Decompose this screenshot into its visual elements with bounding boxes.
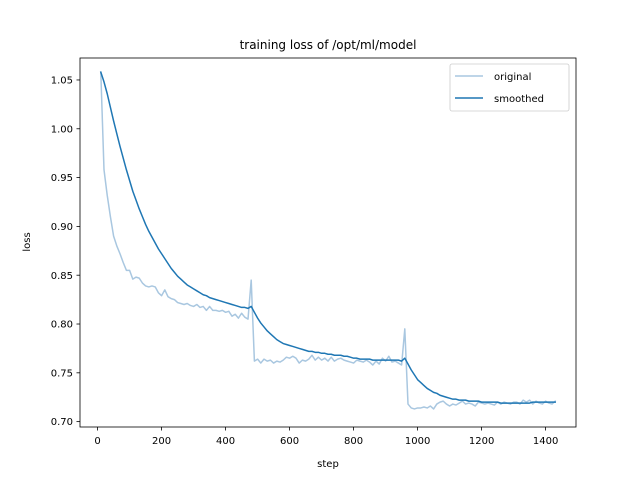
x-axis: 0 200 400 600 800 1000 1200 1400	[94, 427, 558, 447]
series-layer	[99, 71, 557, 410]
x-tick-label: 0	[94, 436, 100, 447]
x-tick-label: 1200	[469, 436, 494, 447]
plot-area	[79, 57, 577, 428]
y-tick-label: 0.80	[51, 320, 73, 331]
series-line-original	[100, 71, 557, 410]
legend-label-smoothed: smoothed	[494, 94, 544, 105]
y-tick-label: 0.75	[51, 368, 73, 379]
y-tick-label: 1.00	[51, 124, 73, 135]
legend-label-original: original	[494, 72, 531, 83]
plot-frame	[79, 57, 577, 428]
y-tick-label: 1.05	[51, 76, 73, 87]
x-tick-label: 1000	[405, 436, 430, 447]
chart-title: training loss of /opt/ml/model	[240, 38, 417, 52]
y-tick-label: 0.95	[51, 173, 73, 184]
legend: original smoothed	[449, 63, 570, 112]
x-tick-label: 600	[280, 436, 299, 447]
y-axis: 0.70 0.75 0.80 0.85 0.90 0.95 1.00 1.05	[51, 76, 80, 428]
y-tick-label: 0.85	[51, 271, 73, 282]
y-axis-title: loss	[22, 232, 33, 251]
x-tick-label: 800	[344, 436, 363, 447]
series-line-smoothed	[99, 71, 556, 404]
x-axis-title: step	[317, 459, 339, 470]
x-tick-label: 1400	[533, 436, 558, 447]
y-tick-label: 0.70	[51, 417, 73, 428]
x-tick-label: 400	[216, 436, 235, 447]
y-tick-label: 0.90	[51, 222, 73, 233]
x-tick-label: 200	[152, 436, 171, 447]
